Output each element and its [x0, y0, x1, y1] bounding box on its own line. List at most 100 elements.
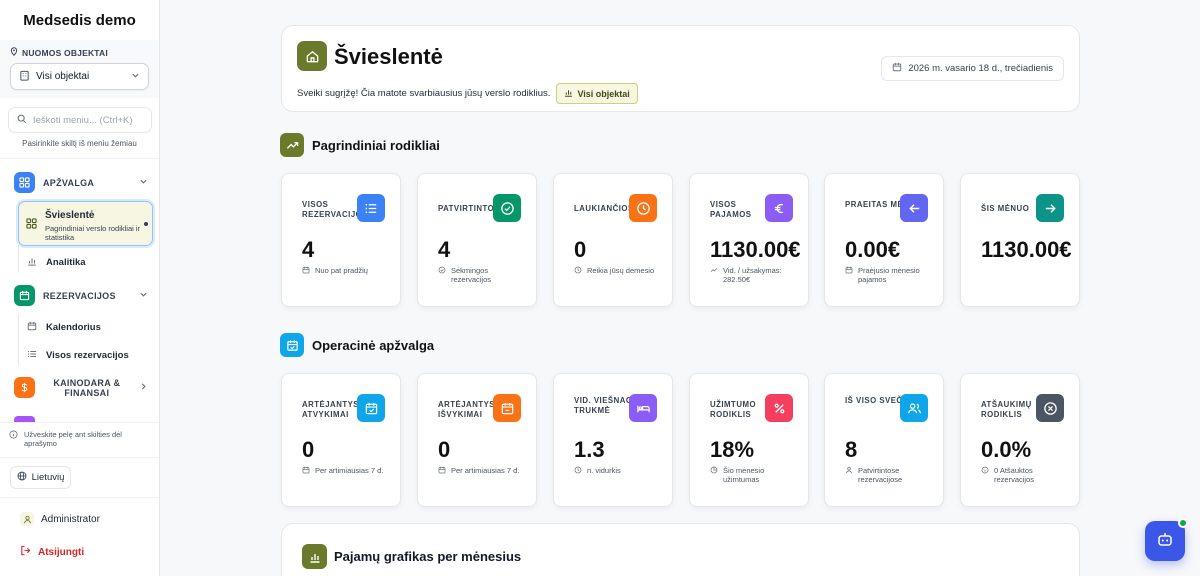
kpi-value: 8 — [845, 437, 858, 462]
nav-section-overview[interactable]: APŽVALGA — [14, 172, 148, 193]
nav-section-pricing[interactable]: KAINODARA & FINANSAI — [14, 377, 148, 398]
divider — [0, 422, 159, 423]
kpi-card: ŠIS MĖNUO 1130.00€ — [960, 173, 1080, 307]
sidebar-item-label: Visos rezervacijos — [46, 350, 129, 361]
globe-icon — [17, 471, 27, 484]
robot-icon — [1156, 530, 1174, 553]
calendar-icon — [14, 285, 35, 306]
sidebar-item-description: Pagrindiniai verslo rodikliai ir statist… — [45, 224, 141, 242]
logout-label: Atsijungti — [38, 546, 85, 558]
grid-icon — [14, 172, 35, 193]
nav-section-label: APŽVALGA — [43, 177, 95, 188]
sidebar-item-all-reservations[interactable]: Visos rezervacijos — [26, 349, 129, 362]
kpi-subtext: Reikia jūsų dėmesio — [574, 266, 664, 276]
building-icon — [19, 70, 30, 84]
logout-button[interactable]: Atsijungti — [20, 545, 84, 559]
user-profile[interactable]: Administrator — [20, 512, 100, 526]
user-avatar-icon — [20, 512, 34, 526]
kpi-card: IŠ VISO SVEČIŲ 8 Patvirtintose rezervacijo… — [824, 373, 944, 507]
kpi-subtext: Sėkmingos rezervacijos — [438, 266, 528, 284]
divider — [0, 457, 159, 458]
kpi-subtext-label: Praėjusio mėnesio pajamos — [858, 266, 920, 284]
users-icon — [900, 394, 928, 422]
divider — [0, 158, 159, 159]
kpi-label: PATVIRTINTOS — [438, 204, 500, 213]
home-icon — [297, 41, 327, 71]
sidebar-item-dashboard[interactable]: Švieslentė Pagrindiniai verslo rodikliai… — [18, 201, 153, 246]
nav-tree-line — [18, 314, 19, 366]
kpi-label: ARTĖJANTYS IŠVYKIMAI — [438, 400, 495, 419]
kpi-value: 0.00€ — [845, 237, 901, 262]
kpi-subtext-label: Per artimiausias 7 d. — [315, 466, 384, 475]
kpi-subtext-label: Sėkmingos rezervacijos — [451, 266, 492, 284]
kpi-value: 18% — [710, 437, 755, 462]
chat-assistant-button[interactable] — [1145, 518, 1188, 561]
calendar-icon — [438, 466, 446, 476]
kpi-card: PATVIRTINTOS 4 Sėkmingos rezervacijos — [417, 173, 537, 307]
language-button[interactable]: Lietuvių — [10, 466, 71, 489]
kpi-subtext: n. vidurkis — [574, 466, 664, 476]
menu-search-input[interactable]: Ieškoti meniu... (Ctrl+K) — [8, 107, 152, 133]
kpi-subtext-label: Per artimiausias 7 d. — [451, 466, 520, 475]
kpi-label: LAUKIANČIOS — [574, 204, 634, 213]
search-icon — [17, 114, 27, 127]
kpi-subtext-label: 0 Atšauktos rezervacijos — [994, 466, 1035, 484]
badge-label: Visi objektai — [577, 88, 630, 99]
online-status-dot — [1178, 518, 1188, 528]
kpi-value: 0 — [574, 237, 587, 262]
chevron-down-icon — [139, 177, 148, 188]
calendar-check-icon — [357, 394, 385, 422]
object-select[interactable]: Visi objektai — [10, 63, 149, 90]
x-circle-icon — [1036, 394, 1064, 422]
bar-chart-icon — [302, 544, 327, 569]
bar-chart-icon — [564, 88, 573, 99]
kpi-card: VISOS PAJAMOS 1130.00€ Vid. / užsakymas: 2… — [689, 173, 809, 307]
sidebar-item-label: Švieslentė — [45, 210, 95, 221]
rental-objects-label: NUOMOS OBJEKTAI — [22, 47, 108, 58]
kpi-card: ARTĖJANTYS ATVYKIMAI 0 Per artimiausias 7 … — [281, 373, 401, 507]
percent-icon — [765, 394, 793, 422]
calendar-icon — [892, 62, 902, 75]
list-icon — [26, 349, 38, 362]
kpi-label: VISOS PAJAMOS — [710, 200, 752, 219]
check-circle-icon — [493, 194, 521, 222]
person-icon — [845, 466, 853, 484]
kpi-card: ARTĖJANTYS IŠVYKIMAI 0 Per artimiausias 7 … — [417, 373, 537, 507]
kpi-label: VISOS REZERVACIJOS — [302, 200, 368, 219]
language-label: Lietuvių — [31, 472, 65, 483]
kpi-subtext: Per artimiausias 7 d. — [302, 466, 392, 476]
kpi-subtext: 0 Atšauktos rezervacijos — [981, 466, 1071, 484]
divider — [0, 497, 159, 498]
brand-title: Medsedis demo — [23, 11, 136, 29]
location-pin-icon — [10, 47, 18, 58]
object-select-value: Visi objektai — [36, 71, 90, 82]
nav-section-reservations[interactable]: REZERVACIJOS — [14, 285, 148, 306]
kpi-value: 4 — [438, 237, 451, 262]
kpi-label: PRAEITAS MĖN. — [845, 200, 913, 209]
search-placeholder: Ieškoti meniu... (Ctrl+K) — [33, 114, 133, 126]
arrow-right-icon — [1036, 194, 1064, 222]
kpi-card: PRAEITAS MĖN. 0.00€ Praėjusio mėnesio paja… — [824, 173, 944, 307]
sidebar-item-analytics[interactable]: Analitika — [26, 256, 86, 269]
kpi-subtext-label: Šio mėnesio užimtumas — [723, 466, 765, 484]
list-icon — [357, 194, 385, 222]
section-title: Pagrindiniai rodikliai — [312, 137, 440, 153]
calendar-icon — [302, 266, 310, 276]
calendar-icon — [845, 266, 853, 284]
sidebar-item-label: Kalendorius — [46, 322, 101, 333]
trend-icon — [710, 266, 718, 284]
kpi-card: UŽIMTUMO RODIKLIS 18% Šio mėnesio užimtuma… — [689, 373, 809, 507]
section-operational-overview: Operacinė apžvalga — [280, 333, 434, 357]
all-objects-badge: Visi objektai — [556, 83, 638, 104]
current-date-text: 2026 m. vasario 18 d., trečiadienis — [908, 63, 1053, 74]
kpi-value: 0.0% — [981, 437, 1032, 462]
kpi-value: 0 — [438, 437, 451, 462]
clock-icon — [574, 466, 582, 476]
grid-icon — [26, 218, 37, 232]
kpi-subtext-label: Vid. / užsakymas: 282.50€ — [723, 266, 782, 284]
chevron-down-icon — [139, 290, 148, 301]
sidebar-item-calendar[interactable]: Kalendorius — [26, 321, 101, 334]
kpi-subtext: Patvirtintose rezervacijose — [845, 466, 935, 484]
euro-icon — [765, 194, 793, 222]
kpi-subtext: Nuo pat pradžių — [302, 266, 392, 276]
